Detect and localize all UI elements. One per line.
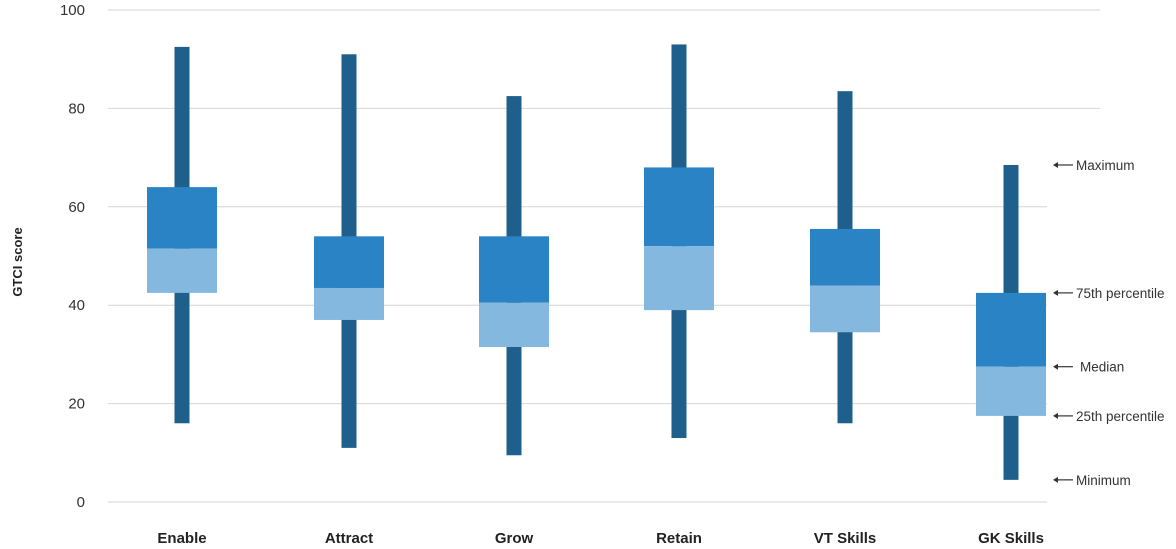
arrow-left-icon [1053, 289, 1058, 296]
x-category-label: Retain [656, 530, 702, 547]
boxes [147, 44, 1046, 480]
box-grow [479, 96, 549, 456]
upper-box [147, 187, 217, 249]
box-attract [314, 54, 384, 448]
y-tick-label: 100 [60, 2, 85, 19]
lower-box [147, 248, 217, 293]
y-tick-label: 20 [68, 396, 85, 413]
upper-box [314, 236, 384, 288]
upper-box [479, 236, 549, 303]
arrow-left-icon [1053, 363, 1058, 370]
annotation-25th-percentile: 25th percentile [1053, 409, 1165, 424]
arrow-left-icon [1053, 476, 1058, 483]
box-vt-skills [810, 91, 880, 424]
annotation-minimum: Minimum [1053, 473, 1131, 488]
annotation-75th-percentile: 75th percentile [1053, 286, 1165, 301]
lower-box [810, 285, 880, 333]
y-axis-label: GTCI score [10, 227, 25, 296]
annotation-label: Median [1080, 360, 1124, 375]
y-tick-label: 40 [68, 297, 85, 314]
y-tick-label: 60 [68, 199, 85, 216]
upper-box [976, 292, 1046, 367]
annotation-label: Maximum [1076, 158, 1135, 173]
box-retain [644, 44, 714, 439]
lower-box [976, 366, 1046, 416]
annotation-maximum: Maximum [1053, 158, 1135, 173]
y-tick-label: 80 [68, 100, 85, 117]
arrow-left-icon [1053, 412, 1058, 419]
legend-annotations: Maximum 75th percentile Median 25th percent… [1053, 158, 1165, 488]
x-category-label: Attract [325, 530, 373, 547]
x-axis-categories: Enable Attract Grow Retain VT Skills GK Skill… [157, 530, 1044, 547]
x-category-label: VT Skills [814, 530, 877, 547]
annotation-label: 25th percentile [1076, 409, 1165, 424]
annotation-label: Minimum [1076, 473, 1131, 488]
y-axis-ticks: 0 20 40 60 80 100 [60, 2, 85, 511]
lower-box [314, 287, 384, 320]
lower-box [479, 302, 549, 348]
box-gk-skills [976, 164, 1046, 480]
upper-box [810, 228, 880, 286]
box-enable [147, 46, 217, 424]
x-category-label: GK Skills [978, 530, 1044, 547]
annotation-label: 75th percentile [1076, 286, 1165, 301]
arrow-left-icon [1053, 161, 1058, 168]
annotation-median: Median [1053, 360, 1124, 375]
x-category-label: Enable [157, 530, 206, 547]
y-tick-label: 0 [77, 494, 85, 511]
lower-box [644, 246, 714, 311]
upper-box [644, 167, 714, 247]
x-category-label: Grow [495, 530, 534, 547]
grid-lines [108, 9, 1100, 503]
